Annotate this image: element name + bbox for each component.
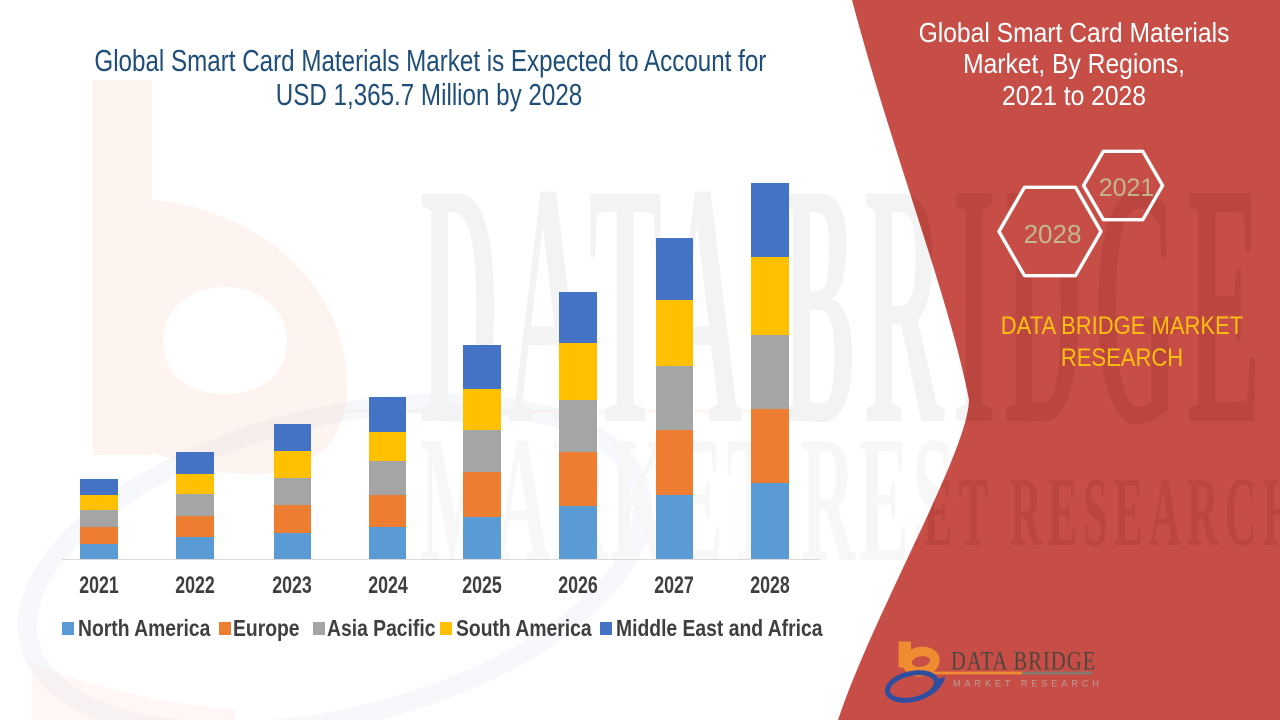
svg-text:2028: 2028 — [1024, 219, 1082, 249]
svg-text:MARKET RESEARCH: MARKET RESEARCH — [760, 457, 1280, 567]
svg-text:DATA BRIDGE: DATA BRIDGE — [420, 111, 1270, 497]
svg-text:DATA BRIDGE: DATA BRIDGE — [951, 647, 1096, 676]
svg-text:MARKET RESEARCH: MARKET RESEARCH — [953, 679, 1103, 689]
svg-text:2021: 2021 — [1099, 174, 1155, 202]
